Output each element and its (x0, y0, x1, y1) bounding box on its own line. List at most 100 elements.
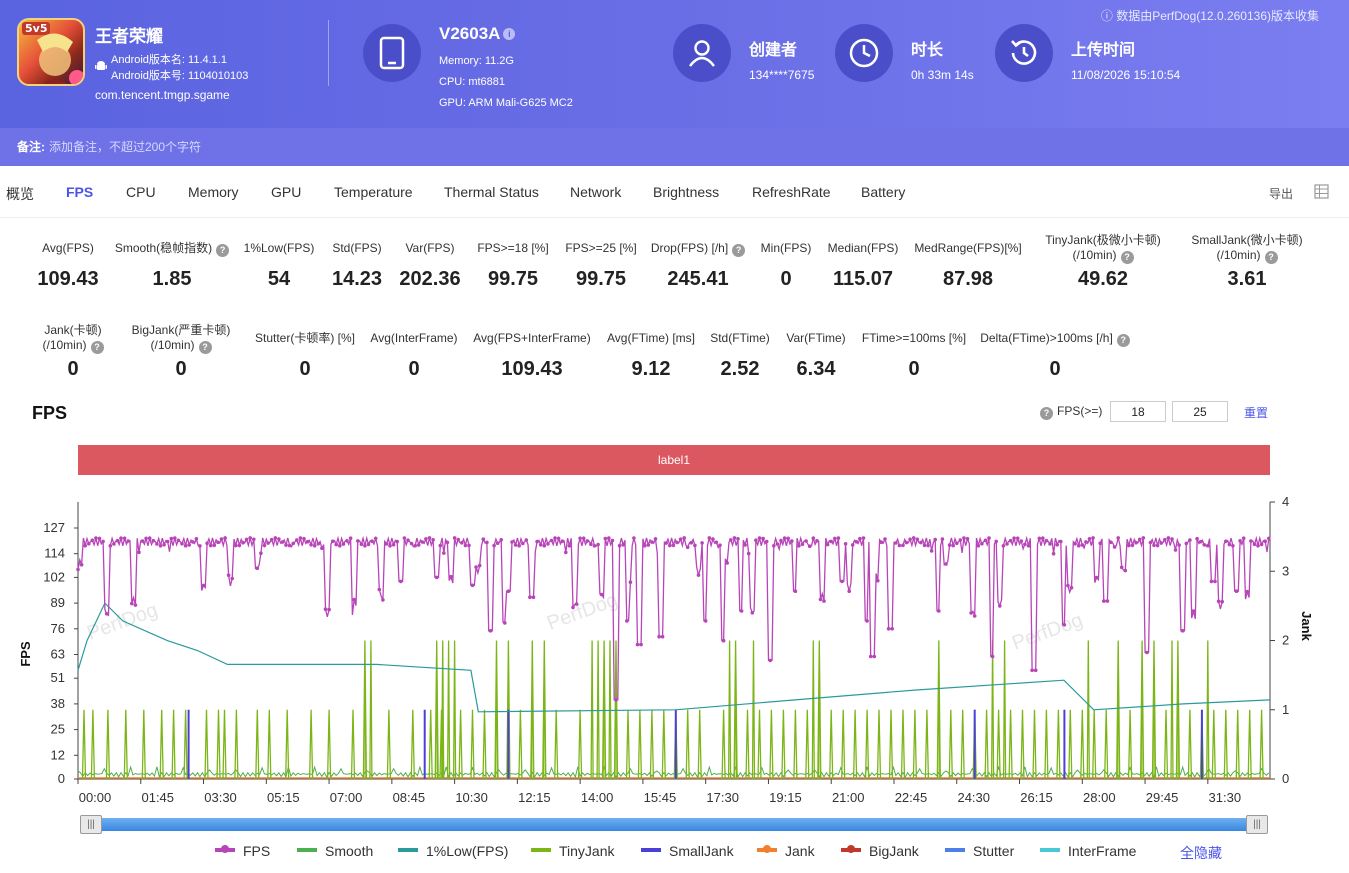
creator-label: 创建者 (749, 42, 798, 59)
fps-point (409, 541, 414, 546)
reset-button[interactable]: 重置 (1244, 406, 1269, 420)
fps-point (83, 543, 87, 548)
fps-point (567, 544, 572, 548)
fps-point (617, 543, 622, 548)
tab-gpu[interactable]: GPU (271, 184, 302, 200)
remark-input[interactable]: 添加备注，不超过200个字符 (49, 140, 202, 154)
help-icon[interactable]: ? (1120, 251, 1134, 264)
fps-point (1198, 539, 1203, 544)
stat-label: Avg(FPS) (42, 241, 94, 255)
legend-label: Stutter (973, 843, 1015, 859)
fps-point (653, 537, 658, 541)
fps-point (312, 543, 317, 548)
tab-overview[interactable]: 概览 (6, 186, 34, 202)
fps-threshold-1-input[interactable] (1110, 401, 1166, 422)
app-version-info: Android版本名: 11.4.1.1 Android版本号: 1104010… (111, 52, 248, 84)
fps-point (348, 536, 353, 540)
x-tick-label: 03:30 (204, 790, 237, 805)
fps-point (388, 544, 392, 548)
export-button[interactable]: 导出 (1268, 187, 1293, 201)
fps-point (162, 542, 166, 547)
stat-value: 54 (267, 268, 291, 290)
fps-point (445, 540, 450, 545)
device-info-icon[interactable]: i (503, 28, 516, 40)
help-icon[interactable]: ? (732, 244, 746, 257)
tab-brightness[interactable]: Brightness (653, 184, 720, 200)
stat-value: 2.52 (720, 358, 760, 380)
fps-point (499, 538, 504, 542)
fps-point (517, 543, 521, 548)
hide-all-button[interactable]: 全隐藏 (1180, 845, 1222, 861)
fps-point (1076, 543, 1081, 548)
legend-marker-icon (297, 848, 317, 852)
legend-item-tinyjank[interactable]: TinyJank (531, 843, 615, 859)
help-icon[interactable]: ? (198, 341, 212, 354)
fps-point (800, 542, 805, 547)
tab-network[interactable]: Network (570, 184, 622, 200)
fps-point (183, 543, 188, 548)
fps-point (1008, 538, 1013, 543)
x-tick-label: 08:45 (393, 790, 426, 805)
legend-item-smalljank[interactable]: SmallJank (641, 843, 734, 859)
fps-point (212, 543, 217, 547)
y2-tick-label: 1 (1282, 702, 1289, 717)
tab-refreshrate[interactable]: RefreshRate (752, 184, 831, 200)
fps-point (424, 537, 428, 541)
low1-series-line (77, 602, 1271, 713)
fps-point (574, 602, 579, 606)
legend-item-smooth[interactable]: Smooth (297, 843, 373, 859)
fps-point (442, 551, 446, 555)
fps-point (1015, 536, 1020, 541)
help-icon[interactable]: ? (1040, 407, 1053, 420)
fps-point (840, 579, 844, 584)
fps-point (474, 565, 478, 569)
device-name: V2603A i (439, 24, 516, 44)
tab-fps[interactable]: FPS (66, 184, 94, 200)
tab-cpu[interactable]: CPU (126, 184, 156, 200)
legend-item-bigjank[interactable]: BigJank (841, 843, 919, 859)
android-version-name: Android版本名: 11.4.1.1 (111, 54, 227, 66)
tab-thermal-status[interactable]: Thermal Status (444, 184, 539, 200)
tab-battery[interactable]: Battery (861, 184, 906, 200)
remark-bar[interactable]: 备注: 添加备注，不超过200个字符 (0, 128, 1349, 166)
legend-item-interframe[interactable]: InterFrame (1040, 843, 1136, 859)
x-tick-label: 22:45 (895, 790, 928, 805)
fps-point (546, 542, 550, 546)
fps-point (1051, 551, 1056, 556)
slider-left-handle[interactable]: ||| (80, 815, 102, 834)
legend-item-fps[interactable]: FPS (215, 843, 270, 859)
fps-point (316, 542, 321, 546)
legend-item-jank[interactable]: Jank (757, 843, 815, 859)
fps-point (1249, 539, 1253, 543)
fps-point (137, 550, 141, 555)
fps-point (323, 607, 328, 611)
fps-point (413, 543, 418, 548)
fps-point (911, 536, 916, 540)
label-bar[interactable]: label1 (78, 445, 1270, 475)
help-icon[interactable]: ? (216, 244, 230, 257)
tab-memory[interactable]: Memory (188, 184, 239, 200)
legend-item-1-low-fps-[interactable]: 1%Low(FPS) (398, 843, 508, 859)
help-icon[interactable]: ? (1264, 251, 1278, 264)
stat-value: 109.43 (37, 268, 99, 290)
fps-point (635, 642, 640, 647)
legend-item-stutter[interactable]: Stutter (945, 843, 1014, 859)
fps-point (972, 614, 977, 618)
stat-label: FTime>=100ms [%] (861, 331, 967, 345)
fps-point (1263, 539, 1267, 543)
fps-point (198, 544, 202, 548)
slider-right-handle[interactable]: ||| (1246, 815, 1268, 834)
fps-threshold-2-input[interactable] (1172, 401, 1228, 422)
fps-point (607, 536, 611, 540)
help-icon[interactable]: ? (90, 341, 104, 354)
fps-point (1238, 539, 1242, 543)
fps-point (1245, 589, 1250, 594)
fps-point (155, 542, 159, 546)
stat-value: 99.75 (487, 268, 539, 290)
help-icon[interactable]: ? (1116, 334, 1130, 347)
export-table-icon[interactable] (1314, 184, 1329, 199)
tab-temperature[interactable]: Temperature (334, 184, 413, 200)
legend-marker-icon (531, 848, 551, 852)
time-range-slider[interactable]: ||| ||| (78, 815, 1270, 834)
fps-point (1216, 599, 1221, 604)
